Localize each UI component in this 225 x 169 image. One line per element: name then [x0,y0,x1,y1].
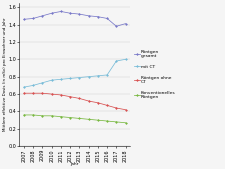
mit CT [50,79,53,81]
Röntgen
gesamt [41,15,44,17]
Röntgen ohne
CT [41,92,44,94]
Konventionelles
Röntgen [60,116,62,118]
X-axis label: Jahr: Jahr [71,162,79,166]
Konventionelles
Röntgen [32,114,35,116]
Konventionelles
Röntgen [23,114,25,116]
Line: Konventionelles
Röntgen: Konventionelles Röntgen [23,114,126,124]
Röntgen ohne
CT [69,96,72,98]
Röntgen
gesamt [124,23,127,25]
Röntgen
gesamt [69,12,72,14]
Y-axis label: Mittlere effektive Dosis (in mSv) pro Einwohner und Jahr: Mittlere effektive Dosis (in mSv) pro Ei… [3,18,7,131]
Line: Röntgen
gesamt: Röntgen gesamt [23,11,126,27]
mit CT [69,77,72,79]
Röntgen ohne
CT [97,102,99,104]
Röntgen
gesamt [97,16,99,18]
mit CT [87,76,90,78]
Line: mit CT: mit CT [23,58,126,88]
Röntgen
gesamt [106,17,108,19]
Konventionelles
Röntgen [69,117,72,119]
Konventionelles
Röntgen [41,115,44,117]
Röntgen
gesamt [78,13,81,15]
mit CT [60,78,62,80]
mit CT [32,84,35,86]
mit CT [106,74,108,76]
Konventionelles
Röntgen [87,118,90,120]
Konventionelles
Röntgen [106,120,108,122]
Röntgen
gesamt [32,17,35,19]
Röntgen ohne
CT [23,92,25,94]
mit CT [124,58,127,60]
Röntgen ohne
CT [32,92,35,94]
mit CT [41,82,44,84]
Line: Röntgen ohne
CT: Röntgen ohne CT [23,92,126,111]
Röntgen
gesamt [60,10,62,13]
Röntgen ohne
CT [78,97,81,99]
mit CT [115,60,118,62]
Röntgen ohne
CT [60,94,62,96]
Röntgen
gesamt [23,18,25,20]
mit CT [97,75,99,77]
Röntgen ohne
CT [50,93,53,95]
Röntgen ohne
CT [124,109,127,111]
Konventionelles
Röntgen [124,122,127,124]
Röntgen ohne
CT [87,100,90,102]
mit CT [78,77,81,79]
Röntgen ohne
CT [106,104,108,106]
Röntgen
gesamt [115,25,118,27]
Konventionelles
Röntgen [115,121,118,123]
Röntgen ohne
CT [115,107,118,109]
Konventionelles
Röntgen [78,117,81,119]
Legend: Röntgen
gesamt, mit CT, Röntgen ohne
CT, Konventionelles
Röntgen: Röntgen gesamt, mit CT, Röntgen ohne CT,… [133,49,177,100]
Konventionelles
Röntgen [97,119,99,121]
Röntgen
gesamt [87,15,90,17]
Konventionelles
Röntgen [50,115,53,117]
Röntgen
gesamt [50,12,53,14]
mit CT [23,86,25,88]
